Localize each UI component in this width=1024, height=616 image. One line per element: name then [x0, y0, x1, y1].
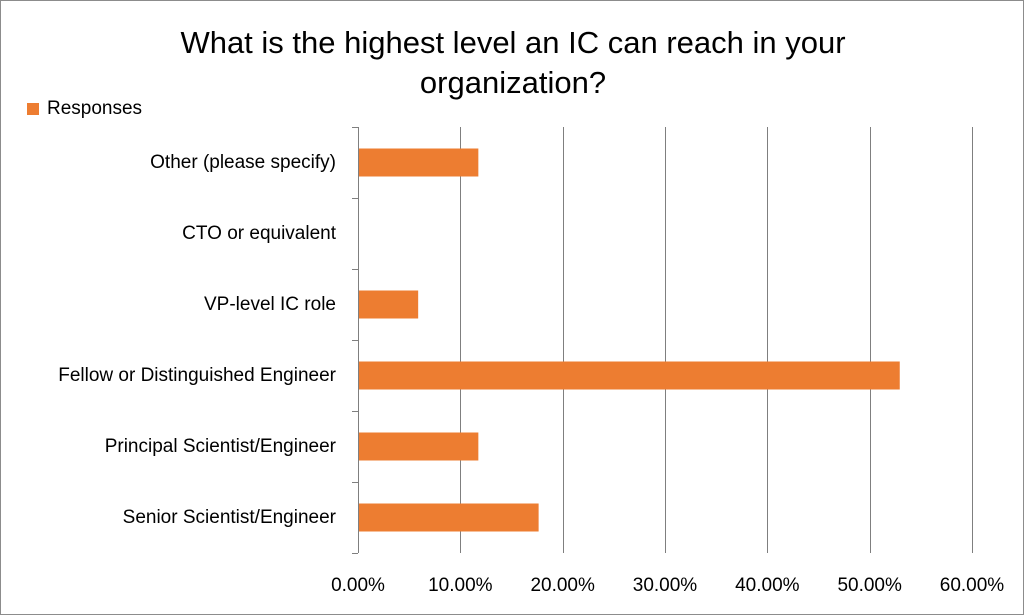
- x-tick-label-6: 60.00%: [940, 575, 1005, 596]
- chart-title: What is the highest level an IC can reac…: [1, 23, 1024, 103]
- x-tick-label-1: 10.00%: [428, 575, 493, 596]
- legend-label-responses: Responses: [47, 98, 143, 119]
- bar-0: [358, 148, 479, 177]
- chart-title-line-1: What is the highest level an IC can reac…: [180, 25, 846, 60]
- bar-5: [358, 503, 539, 532]
- chart-legend: Responses: [27, 98, 142, 120]
- category-label-4: Principal Scientist/Engineer: [105, 436, 337, 457]
- x-tick-label-0: 0.00%: [331, 575, 385, 596]
- category-label-1: CTO or equivalent: [182, 223, 337, 244]
- bar-4: [358, 432, 479, 461]
- category-label-5: Senior Scientist/Engineer: [123, 507, 337, 528]
- x-tick-label-4: 40.00%: [735, 575, 800, 596]
- bar-3: [358, 361, 900, 390]
- legend-swatch-responses: [27, 103, 39, 115]
- x-tick-label-2: 20.00%: [530, 575, 595, 596]
- category-label-2: VP-level IC role: [204, 294, 336, 315]
- chart-title-line-2: organization?: [419, 65, 607, 100]
- category-label-3: Fellow or Distinguished Engineer: [58, 365, 336, 386]
- x-tick-label-3: 30.00%: [633, 575, 698, 596]
- bar-2: [358, 290, 419, 319]
- x-tick-label-5: 50.00%: [837, 575, 902, 596]
- category-label-0: Other (please specify): [150, 152, 336, 173]
